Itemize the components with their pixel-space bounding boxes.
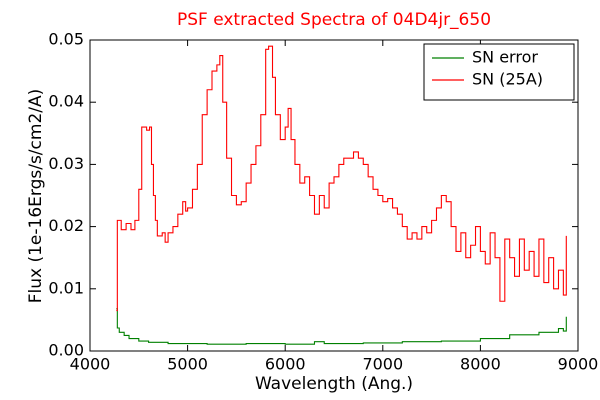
series-line [116,45,567,312]
y-tick-label: 0.02 [48,216,84,235]
legend-label: SN error [472,48,538,67]
legend-label: SN (25A) [472,70,543,89]
series-line [116,308,567,345]
y-axis-label: Flux (1e-16Ergs/s/cm2/A) [26,89,46,304]
plot-frame [89,39,579,352]
x-tick-label: 5000 [167,355,208,374]
x-tick-label: 8000 [460,355,501,374]
legend-box [423,43,575,101]
x-tick-label: 6000 [265,355,306,374]
x-axis-label: Wavelength (Ang.) [255,374,413,394]
y-tick-label: 0.00 [48,341,84,360]
y-tick-label: 0.01 [48,278,84,297]
x-tick-label: 4000 [70,355,111,374]
chart-title: PSF extracted Spectra of 04D4jr_650 [177,10,491,30]
y-tick-label: 0.03 [48,154,84,173]
x-tick-label: 7000 [362,355,403,374]
y-tick-label: 0.04 [48,92,84,111]
x-tick-label: 9000 [558,355,599,374]
y-tick-label: 0.05 [48,30,84,49]
